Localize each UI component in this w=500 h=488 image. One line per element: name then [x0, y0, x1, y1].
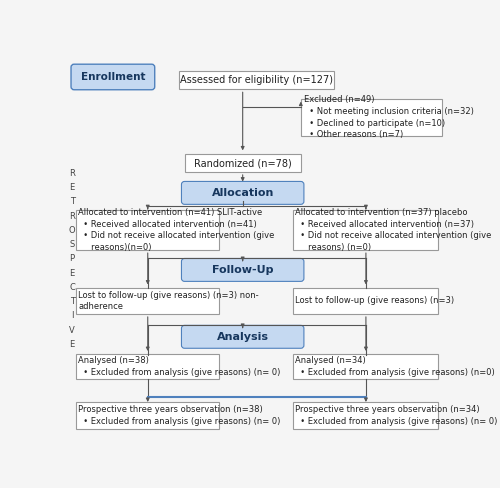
Text: E: E [70, 183, 75, 192]
Text: Prospective three years observation (n=34)
  • Excluded from analysis (give reas: Prospective three years observation (n=3… [296, 405, 498, 426]
Text: R: R [69, 169, 75, 178]
FancyBboxPatch shape [76, 403, 220, 428]
Text: O: O [69, 226, 75, 235]
FancyBboxPatch shape [293, 210, 438, 250]
Text: Assessed for eligibility (n=127): Assessed for eligibility (n=127) [180, 75, 333, 85]
Text: P: P [70, 254, 75, 264]
Text: Allocated to intervention (n=41) SLIT-active
  • Received allocated intervention: Allocated to intervention (n=41) SLIT-ac… [78, 208, 275, 252]
Text: Follow-Up: Follow-Up [212, 265, 274, 275]
Text: Excluded (n=49)
  • Not meeting inclusion criteria (n=32)
  • Declined to partic: Excluded (n=49) • Not meeting inclusion … [304, 95, 474, 140]
Text: Analysed (n=38)
  • Excluded from analysis (give reasons) (n= 0): Analysed (n=38) • Excluded from analysis… [78, 356, 281, 377]
Text: V: V [70, 325, 75, 335]
Text: E: E [70, 340, 75, 349]
Text: Enrollment: Enrollment [80, 72, 145, 82]
Text: I: I [71, 311, 74, 321]
FancyBboxPatch shape [76, 210, 220, 250]
FancyBboxPatch shape [293, 354, 438, 379]
FancyBboxPatch shape [182, 182, 304, 204]
FancyBboxPatch shape [182, 325, 304, 348]
Text: R: R [69, 211, 75, 221]
Text: Analysis: Analysis [216, 332, 268, 342]
Text: Lost to follow-up (give reasons) (n=3) non-
adherence: Lost to follow-up (give reasons) (n=3) n… [78, 290, 259, 311]
FancyBboxPatch shape [293, 403, 438, 428]
FancyBboxPatch shape [182, 259, 304, 282]
Text: E: E [70, 268, 75, 278]
Text: C: C [69, 283, 75, 292]
FancyBboxPatch shape [76, 288, 220, 314]
Text: Analysed (n=34)
  • Excluded from analysis (give reasons) (n=0): Analysed (n=34) • Excluded from analysis… [296, 356, 495, 377]
Text: T: T [70, 297, 74, 306]
Text: Randomized (n=78): Randomized (n=78) [194, 158, 292, 168]
FancyBboxPatch shape [76, 354, 220, 379]
FancyBboxPatch shape [184, 154, 301, 172]
FancyBboxPatch shape [301, 99, 442, 136]
FancyBboxPatch shape [293, 288, 438, 314]
Text: S: S [70, 240, 75, 249]
FancyBboxPatch shape [179, 71, 334, 89]
FancyBboxPatch shape [71, 64, 154, 90]
Text: Lost to follow-up (give reasons) (n=3): Lost to follow-up (give reasons) (n=3) [296, 296, 454, 305]
Text: Allocation: Allocation [212, 188, 274, 198]
Text: Allocated to intervention (n=37) placebo
  • Received allocated intervention (n=: Allocated to intervention (n=37) placebo… [296, 208, 492, 252]
Text: Prospective three years observation (n=38)
  • Excluded from analysis (give reas: Prospective three years observation (n=3… [78, 405, 281, 426]
Text: T: T [70, 197, 74, 206]
